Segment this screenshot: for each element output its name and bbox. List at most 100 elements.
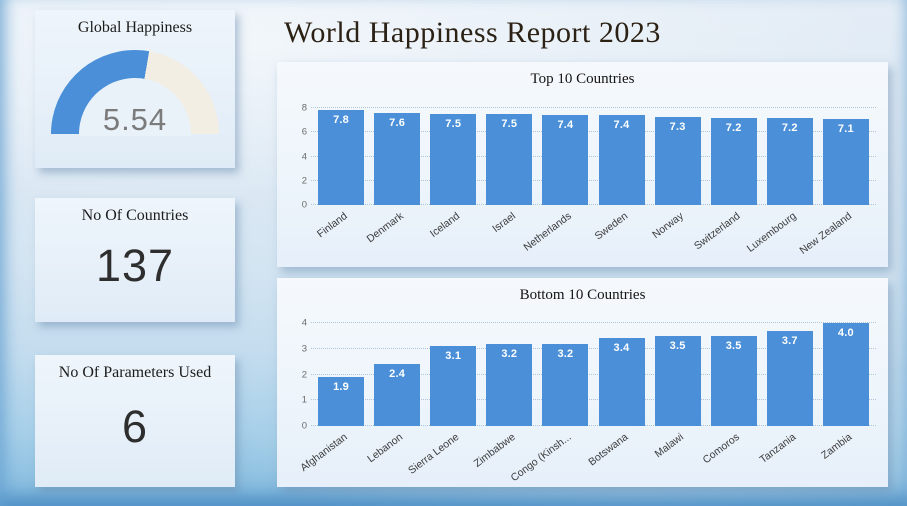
bar[interactable]: 7.3 [654,116,701,205]
bar[interactable]: 7.6 [374,112,421,205]
x-axis-cell: Denmark [364,205,425,263]
bar-cell: 4.0 [818,323,874,426]
gridline [311,373,876,375]
y-axis-tick-label: 6 [301,126,307,138]
bottom-10-chart-title: Bottom 10 Countries [519,287,646,303]
no-of-countries-title: No Of Countries [81,207,189,224]
gridline [311,155,876,157]
bar-value-label: 1.9 [333,381,349,394]
x-axis-cell: Sierra Leone [406,426,481,484]
bar[interactable]: 7.2 [766,117,813,205]
bar-cell: 1.9 [313,323,369,426]
x-axis-category-label: Malawi [652,431,686,461]
bar[interactable]: 7.4 [598,115,645,205]
bar-value-label: 7.4 [557,119,574,132]
bar-value-label: 7.5 [445,118,462,131]
bottom-10-chart-plot: 1.9 2.4 3.1 3.2 3.2 3.4 3.5 3.5 3.7 4.0 0 1 2 3 4 Afgh… [289,318,876,484]
bar[interactable]: 3.5 [710,335,757,426]
bar[interactable]: 7.2 [710,117,757,205]
y-axis-tick-label: 4 [301,317,307,329]
no-of-countries-value: 137 [95,240,175,292]
top-10-countries-chart: Top 10 Countries 7.8 7.6 7.5 7.5 7.4 7.4 7.3 7.… [277,62,888,267]
bar-value-label: 7.2 [781,121,798,134]
x-axis-category-label: Finland [314,210,350,241]
x-axis-cell: Sweden [592,205,649,263]
bar[interactable]: 3.5 [654,335,701,426]
x-axis-cell: Israel [481,205,537,263]
y-axis-tick-label: 3 [301,343,307,355]
bar-value-label: 7.2 [725,121,742,134]
x-axis-cell: Luxembourg [744,205,818,263]
no-of-countries-card: No Of Countries 137 [35,198,235,322]
bar-cell: 3.2 [537,323,593,426]
bar-value-label: 7.6 [389,116,406,129]
bar[interactable]: 7.5 [486,114,533,205]
no-of-parameters-value: 6 [121,401,149,453]
bar-cell: 7.6 [369,108,425,205]
x-axis-cell: Switzerland [691,205,762,263]
bar-cell: 3.7 [762,323,818,426]
bar-value-label: 7.1 [837,122,854,135]
y-axis-tick-label: 1 [301,394,307,406]
x-axis-cell: Tanzania [757,426,818,484]
bar-cell: 3.5 [706,323,762,426]
top-10-chart-plot: 7.8 7.6 7.5 7.5 7.4 7.4 7.3 7.2 7.2 7.1 0 2 4 6 8 Finl… [289,103,876,263]
bar[interactable]: 2.4 [374,364,421,426]
gauge-value: 5.54 [102,102,168,136]
bar-cell: 7.2 [706,108,762,205]
page-title: World Happiness Report 2023 [284,16,661,49]
bar-cell: 3.2 [481,323,537,426]
next-page-arrow-button[interactable] [826,14,888,54]
bar[interactable]: 7.8 [318,110,365,205]
bar-cell: 7.4 [593,108,649,205]
bar[interactable]: 3.2 [542,343,589,426]
x-axis-category-label: Norway [650,210,686,242]
x-axis-category-label: Denmark [364,210,406,246]
x-axis-cell: Zambia [818,426,874,484]
bar-cell: 7.4 [537,108,593,205]
x-axis-category-label: Comoros [700,431,743,467]
bar[interactable]: 3.4 [598,338,645,426]
x-axis-category-label: Tanzania [757,431,799,466]
bar[interactable]: 3.1 [430,346,477,426]
x-axis-cell: Congo (Kinsh... [509,426,593,484]
bar-value-label: 3.5 [725,339,742,352]
bar[interactable]: 7.4 [542,115,589,205]
bar-cell: 3.1 [425,323,481,426]
gridline [311,425,876,426]
bar-value-label: 4.0 [837,327,854,339]
y-axis-tick-label: 0 [301,199,307,211]
x-axis-cell: Lebanon [366,426,425,484]
gridline [311,322,876,323]
bar[interactable]: 7.1 [822,118,869,205]
bar-cell: 7.1 [818,108,874,205]
bar[interactable]: 3.2 [486,343,533,426]
global-happiness-card: Global Happiness 5.54 [35,10,235,168]
x-axis-cell: Finland [313,205,369,263]
gridline [311,179,876,181]
bar[interactable]: 4.0 [822,323,869,426]
x-axis-category-label: Sweden [592,210,630,243]
y-axis-tick-label: 2 [301,175,307,187]
bar[interactable]: 7.5 [430,114,477,205]
bar-cell: 7.5 [481,108,537,205]
bar-cell: 3.5 [650,323,706,426]
x-axis-cell: New Zealand [798,205,874,263]
x-axis-cell: Afghanistan [298,426,369,484]
bar-value-label: 2.4 [389,368,406,381]
x-axis-cell: Norway [650,205,706,263]
bar[interactable]: 1.9 [318,377,365,426]
bar-value-label: 3.1 [445,350,462,363]
gridline [311,107,876,108]
gridline [311,347,876,349]
bottom-10-countries-chart: Bottom 10 Countries 1.9 2.4 3.1 3.2 3.2 3.4 3.… [277,278,888,487]
bar-value-label: 7.4 [613,119,630,132]
x-axis-cell: Netherlands [521,205,593,263]
bar-value-label: 3.4 [613,342,630,355]
bar[interactable]: 3.7 [766,330,813,426]
x-axis-cell: Botswana [586,426,649,484]
x-axis-cell: Comoros [701,426,762,484]
x-axis-category-label: Zambia [819,431,855,462]
bar-cell: 7.2 [762,108,818,205]
